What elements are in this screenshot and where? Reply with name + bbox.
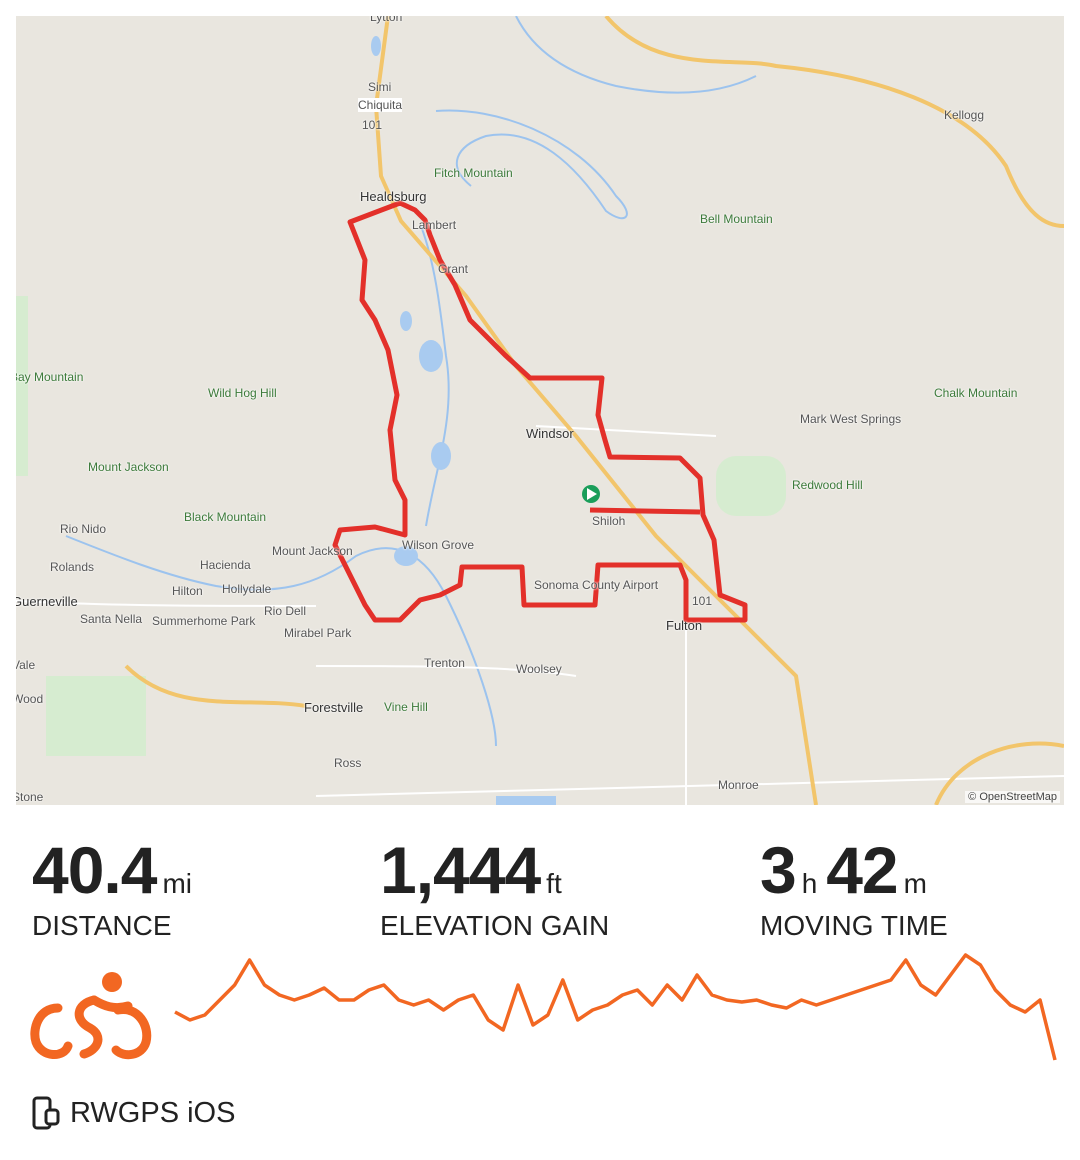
map-label: Vale <box>16 658 36 672</box>
map-label: Wild Hog Hill <box>208 386 277 400</box>
device-info: RWGPS iOS <box>32 1096 235 1130</box>
map-label: Redwood Hill <box>792 478 863 492</box>
map-label: 101 <box>692 594 713 608</box>
device-label: RWGPS iOS <box>70 1096 236 1129</box>
map-label: Lambert <box>412 218 457 232</box>
map-label: Guerneville <box>16 594 78 609</box>
map-label: Rio Nido <box>60 522 107 536</box>
map-label: Santa Nella <box>80 612 143 626</box>
map-label: Sonoma County Airport <box>534 578 659 592</box>
hours-value: 3 <box>760 833 797 907</box>
map-label: Bay Mountain <box>16 370 84 384</box>
elevation-value: 1,444 <box>380 833 541 907</box>
map-label: Stone <box>16 790 44 804</box>
start-marker[interactable] <box>582 485 600 503</box>
route-line <box>332 200 748 623</box>
map-label: Chiquita <box>358 98 403 112</box>
map-label: Grant <box>438 262 469 276</box>
minutes-unit: m <box>903 868 927 899</box>
elevation-unit: ft <box>546 868 562 899</box>
map-label: Chalk Mountain <box>934 386 1018 400</box>
distance-unit: mi <box>162 868 193 899</box>
elevation-label: ELEVATION GAIN <box>380 910 610 941</box>
route-map[interactable]: Lytton Simi Chiquita 101 Fitch Mountain Heald… <box>16 16 1064 805</box>
map-label: Rolands <box>50 560 95 574</box>
elevation-profile[interactable] <box>170 945 1060 1070</box>
map-label: Simi <box>368 80 392 94</box>
map-label: Healdsburg <box>360 189 427 204</box>
map-base <box>16 16 1064 805</box>
rivers <box>65 16 757 747</box>
map-label: Hilton <box>172 584 203 598</box>
parks <box>16 296 786 756</box>
distance-value: 40.4 <box>32 833 157 907</box>
map-label: Woolsey <box>516 662 562 676</box>
map-label: Hacienda <box>200 558 251 572</box>
map-label: Wilson Grove <box>402 538 475 552</box>
map-label: Fitch Mountain <box>434 166 513 180</box>
map-label: Hollydale <box>222 582 272 596</box>
phone-watch-icon <box>32 1096 60 1130</box>
cyclist-icon <box>30 972 152 1060</box>
distance-stat: 40.4 mi DISTANCE <box>32 832 192 942</box>
map-label: Ross <box>334 756 362 770</box>
map-label: Fulton <box>666 618 703 633</box>
map-label: Vine Hill <box>384 700 428 714</box>
map-label: Mirabel Park <box>284 626 352 640</box>
map-label: Bell Mountain <box>700 212 773 226</box>
map-label: Forestville <box>304 700 364 715</box>
map-label: Mount Jackson <box>88 460 169 474</box>
map-label: Wood <box>16 692 44 706</box>
map-label: Monroe <box>718 778 759 792</box>
elevation-stat: 1,444 ft ELEVATION GAIN <box>380 832 609 942</box>
map-label: Shiloh <box>592 514 626 528</box>
map-label: 101 <box>362 118 383 132</box>
elevation-line <box>174 953 1057 1061</box>
map-label: Kellogg <box>944 108 985 122</box>
map-label: Summerhome Park <box>152 614 256 628</box>
map-label: Mount Jackson <box>272 544 353 558</box>
highways <box>124 16 1064 805</box>
hours-unit: h <box>801 868 818 899</box>
minutes-value: 42 <box>826 833 898 907</box>
map-label: Rio Dell <box>264 604 307 618</box>
map-attribution[interactable]: © OpenStreetMap <box>965 791 1060 803</box>
map-label: Windsor <box>526 426 574 441</box>
lakes <box>371 36 556 805</box>
moving-time-label: MOVING TIME <box>760 910 948 941</box>
map-label: Lytton <box>370 16 403 24</box>
map-label: Black Mountain <box>184 510 267 524</box>
roads <box>16 425 1064 805</box>
map-label: Trenton <box>424 656 465 670</box>
distance-label: DISTANCE <box>32 910 172 941</box>
map-label: Mark West Springs <box>800 412 902 426</box>
